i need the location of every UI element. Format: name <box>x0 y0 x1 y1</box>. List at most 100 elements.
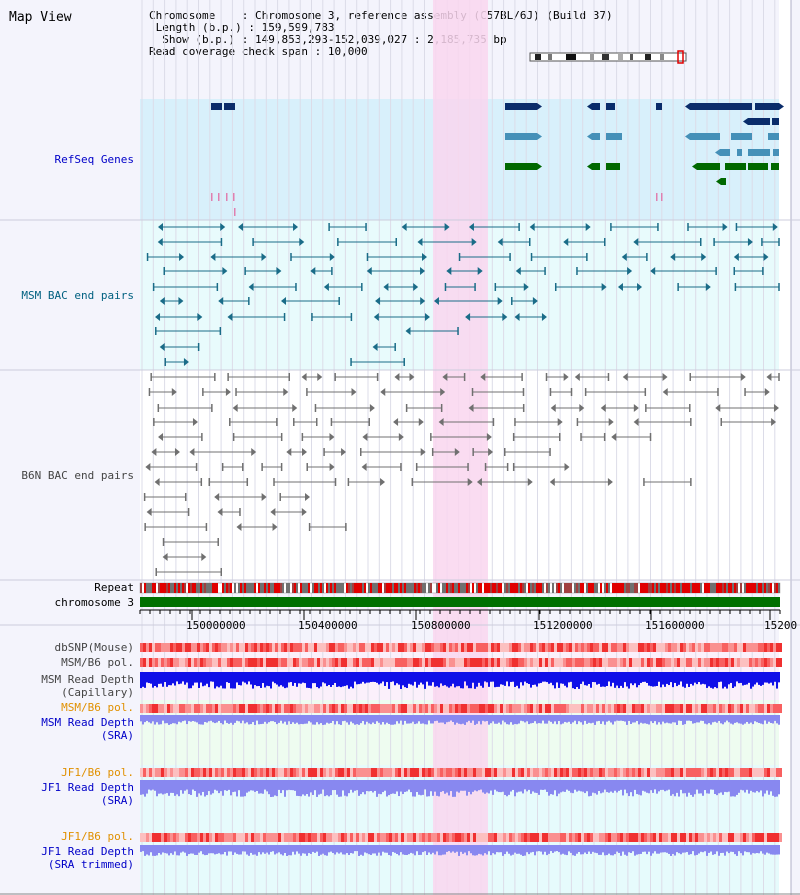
jf1-depth-sra-bar <box>768 780 770 795</box>
msm-b6-pol-heat-bin <box>731 658 734 667</box>
msm-depth-cap-bar <box>288 672 290 683</box>
dbsnp-heat-bin <box>644 643 647 652</box>
msm-depth-cap-bar <box>218 672 220 688</box>
bac-end-marker <box>617 283 623 291</box>
jf1-depth-sra-line2: (SRA) <box>100 794 134 807</box>
jf1-depth-trim-bar <box>242 845 244 852</box>
dbsnp-heat-bin <box>320 643 323 652</box>
msm-depth-sra-bar <box>372 715 374 723</box>
msm-depth-sra-bar <box>464 715 466 725</box>
dbsnp-heat-bin <box>500 643 503 652</box>
jf1-b6-pol-trim-heat-bin <box>281 833 284 842</box>
jf1-depth-sra-bar <box>400 780 402 792</box>
jf1-b6-pol-heat-bin <box>425 768 428 777</box>
jf1-b6-pol-trim-heat-bin <box>758 833 761 842</box>
msm-depth-cap-bar <box>172 672 174 684</box>
jf1-b6-pol-trim-heat-bin <box>731 833 734 842</box>
gene-block <box>690 103 697 110</box>
msm-b6-pol-heat-bin <box>695 658 698 667</box>
msm-depth-cap-bar <box>704 672 706 685</box>
repeat-element <box>316 583 318 593</box>
msm-b6-pol-sra-heat-bin <box>626 704 629 713</box>
msm-depth-cap-bar <box>684 672 686 688</box>
jf1-depth-sra-bar <box>442 780 444 792</box>
dbsnp-heat-bin <box>269 643 272 652</box>
dbsnp-heat-bin <box>371 643 374 652</box>
jf1-depth-sra-bar <box>198 780 200 794</box>
msm-b6-pol-sra-heat-bin <box>623 704 626 713</box>
jf1-depth-sra-bar <box>490 780 492 791</box>
dbsnp-heat-bin <box>281 643 284 652</box>
msm-depth-cap-bar <box>274 672 276 684</box>
msm-depth-sra-bar <box>252 715 254 723</box>
msm-depth-sra-bar <box>510 715 512 723</box>
jf1-b6-pol-trim-heat-bin <box>398 833 401 842</box>
msm-depth-sra-bar <box>358 715 360 725</box>
msm-depth-cap-bar <box>666 672 668 684</box>
msm-depth-cap-bar <box>494 672 496 688</box>
jf1-depth-trim-bar <box>376 845 378 856</box>
jf1-b6-pol-heat-bin <box>215 768 218 777</box>
msm-b6-pol-heat-bin <box>677 658 680 667</box>
jf1-b6-pol-heat-bin <box>206 768 209 777</box>
jf1-b6-pol-heat-bin <box>242 768 245 777</box>
msm-depth-cap-bar <box>184 672 186 685</box>
jf1-depth-sra-bar <box>762 780 764 797</box>
jf1-depth-sra-bar <box>760 780 762 791</box>
jf1-depth-sra-bar <box>714 780 716 795</box>
jf1-b6-pol-trim-heat-bin <box>512 833 515 842</box>
dbsnp-heat-bin <box>617 643 620 652</box>
bac-end-marker <box>579 404 585 412</box>
msm-b6-pol-sra-heat-bin <box>398 704 401 713</box>
jf1-b6-pol-heat-bin <box>719 768 722 777</box>
jf1-depth-sra-bar <box>218 780 220 794</box>
msm-depth-sra-bar <box>634 715 636 723</box>
msm-depth-sra-bar <box>672 715 674 723</box>
jf1-depth-sra-bar <box>292 780 294 791</box>
bac-end-marker <box>157 238 163 246</box>
msm-depth-cap-bar <box>160 672 162 684</box>
msm-b6-pol-heat-bin <box>686 658 689 667</box>
jf1-depth-sra-bar <box>166 780 168 794</box>
msm-b6-pol-heat-bin <box>497 658 500 667</box>
ideogram-band <box>618 54 623 60</box>
jf1-depth-trim-bar <box>690 845 692 855</box>
jf1-depth-trim-bar <box>174 845 176 852</box>
msm-depth-cap-bar <box>254 672 256 686</box>
jf1-b6-pol-trim-heat-bin <box>458 833 461 842</box>
jf1-depth-sra-bar <box>376 780 378 797</box>
msm-depth-cap-bar <box>774 672 776 682</box>
msm-depth-sra-bar <box>670 715 672 724</box>
jf1-depth-sra-bar <box>440 780 442 792</box>
jf1-depth-trim-bar <box>362 845 364 856</box>
msm-depth-sra-bar <box>482 715 484 721</box>
msm-depth-cap-bar <box>144 672 146 688</box>
msm-depth-sra-bar <box>158 715 160 725</box>
msm-depth-sra-bar <box>236 715 238 721</box>
repeat-element <box>302 583 304 593</box>
jf1-b6-pol-trim-heat-bin <box>575 833 578 842</box>
msm-b6-pol-heat-bin <box>248 658 251 667</box>
msm-depth-sra-bar <box>356 715 358 725</box>
jf1-depth-trim-bar <box>192 845 194 854</box>
jf1-depth-trim-bar <box>644 845 646 852</box>
jf1-depth-sra-bar <box>250 780 252 791</box>
bac-end-marker <box>214 493 220 501</box>
jf1-b6-pol-trim-heat-bin <box>719 833 722 842</box>
jf1-depth-trim-bar <box>240 845 242 855</box>
msm-depth-cap-bar <box>414 672 416 682</box>
gene-block <box>748 163 768 170</box>
dbsnp-heat-bin <box>239 643 242 652</box>
bac-end-marker <box>372 343 378 351</box>
jf1-depth-sra-bar <box>310 780 312 793</box>
msm-b6-pol-heat-bin <box>221 658 224 667</box>
dbsnp-heat-bin <box>698 643 701 652</box>
msm-b6-pol-sra-heat-bin <box>233 704 236 713</box>
jf1-depth-sra-bar <box>258 780 260 794</box>
msm-depth-cap-bar <box>166 672 168 687</box>
jf1-b6-pol-trim-heat-bin <box>578 833 581 842</box>
repeat-element <box>184 583 186 593</box>
repeat-element <box>274 583 276 593</box>
gene-strand-arrow <box>537 163 542 170</box>
